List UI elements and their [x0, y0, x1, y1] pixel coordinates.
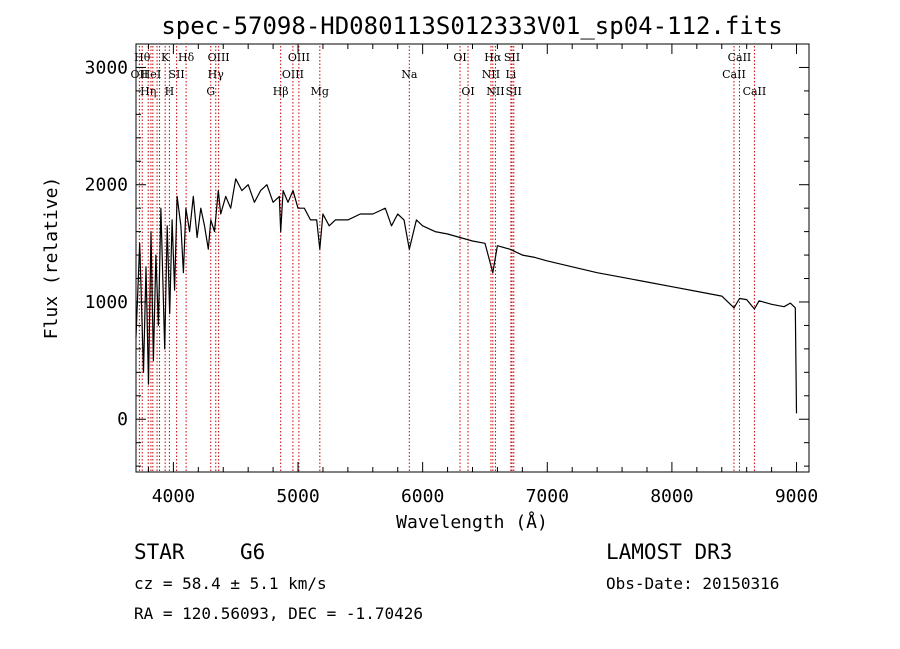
spectral-line-markers: [138, 46, 755, 472]
spectral-line-label: OI: [461, 85, 474, 98]
axis-ticks: [136, 43, 809, 472]
survey-name: LAMOST DR3: [606, 540, 732, 564]
spectral-line-label: CaII: [728, 51, 752, 64]
data-series: [135, 178, 798, 414]
spectral-line-label: OIII: [208, 51, 230, 64]
x-axis-label: Wavelength (Å): [396, 511, 548, 533]
spectral-line-label: H: [165, 85, 175, 98]
y-axis-label: Flux (relative): [41, 177, 62, 340]
y-tick-label: 2000: [85, 175, 128, 196]
x-tick-label: 5000: [276, 486, 319, 507]
spectral-line-label: Hθ: [134, 51, 151, 64]
spectral-line-label: NII: [482, 68, 500, 81]
axis-tick-labels: 4000 5000 6000 7000 8000 9000 0 1000 2000 3000: [85, 57, 819, 507]
spectral-line-label: Hδ: [178, 51, 195, 64]
spectral-line-label: OIII: [288, 51, 310, 64]
spectral-line-label: SII: [506, 85, 522, 98]
spectral-line-label: SII: [504, 51, 520, 64]
spectral-line-label: HeI: [141, 68, 161, 81]
spectral-line-label: Li: [505, 68, 516, 81]
spectrum-line: [135, 178, 798, 414]
object-class: STAR: [134, 540, 185, 564]
redshift-velocity: cz = 58.4 ± 5.1 km/s: [134, 574, 327, 593]
spectral-line-label: Na: [401, 68, 418, 81]
y-tick-label: 1000: [85, 292, 128, 313]
spectral-line-label: Hγ: [208, 68, 225, 81]
x-tick-label: 7000: [526, 486, 569, 507]
spectral-line-label: CaII: [743, 85, 767, 98]
spectral-line-label: Hα: [484, 51, 502, 64]
spectral-line-label: NII: [486, 85, 504, 98]
spectral-line-label: Hη: [140, 85, 156, 98]
spectral-line-label: G: [206, 85, 215, 98]
spectral-line-label: OI: [453, 51, 466, 64]
observation-date: Obs-Date: 20150316: [606, 574, 779, 593]
spectral-line-label: CaII: [722, 68, 746, 81]
chart-title: spec-57098-HD080113S012333V01_sp04-112.f…: [161, 12, 782, 40]
plot-frame: [135, 43, 810, 473]
y-tick-label: 0: [117, 409, 128, 430]
spectral-line-label: OIII: [282, 68, 304, 81]
spectral-line-label: K: [161, 51, 170, 64]
spectral-subclass: G6: [240, 540, 265, 564]
spectral-line-label: OII: [131, 68, 149, 81]
x-tick-label: 4000: [152, 486, 195, 507]
x-tick-label: 6000: [401, 486, 444, 507]
spectral-line-label: Mg: [311, 85, 329, 98]
spectral-line-label: SII: [169, 68, 185, 81]
spectral-line-label: Hβ: [273, 85, 289, 98]
x-tick-label: 8000: [650, 486, 693, 507]
sky-coordinates: RA = 120.56093, DEC = -1.70426: [134, 604, 423, 623]
x-tick-label: 9000: [775, 486, 818, 507]
y-tick-label: 3000: [85, 57, 128, 78]
